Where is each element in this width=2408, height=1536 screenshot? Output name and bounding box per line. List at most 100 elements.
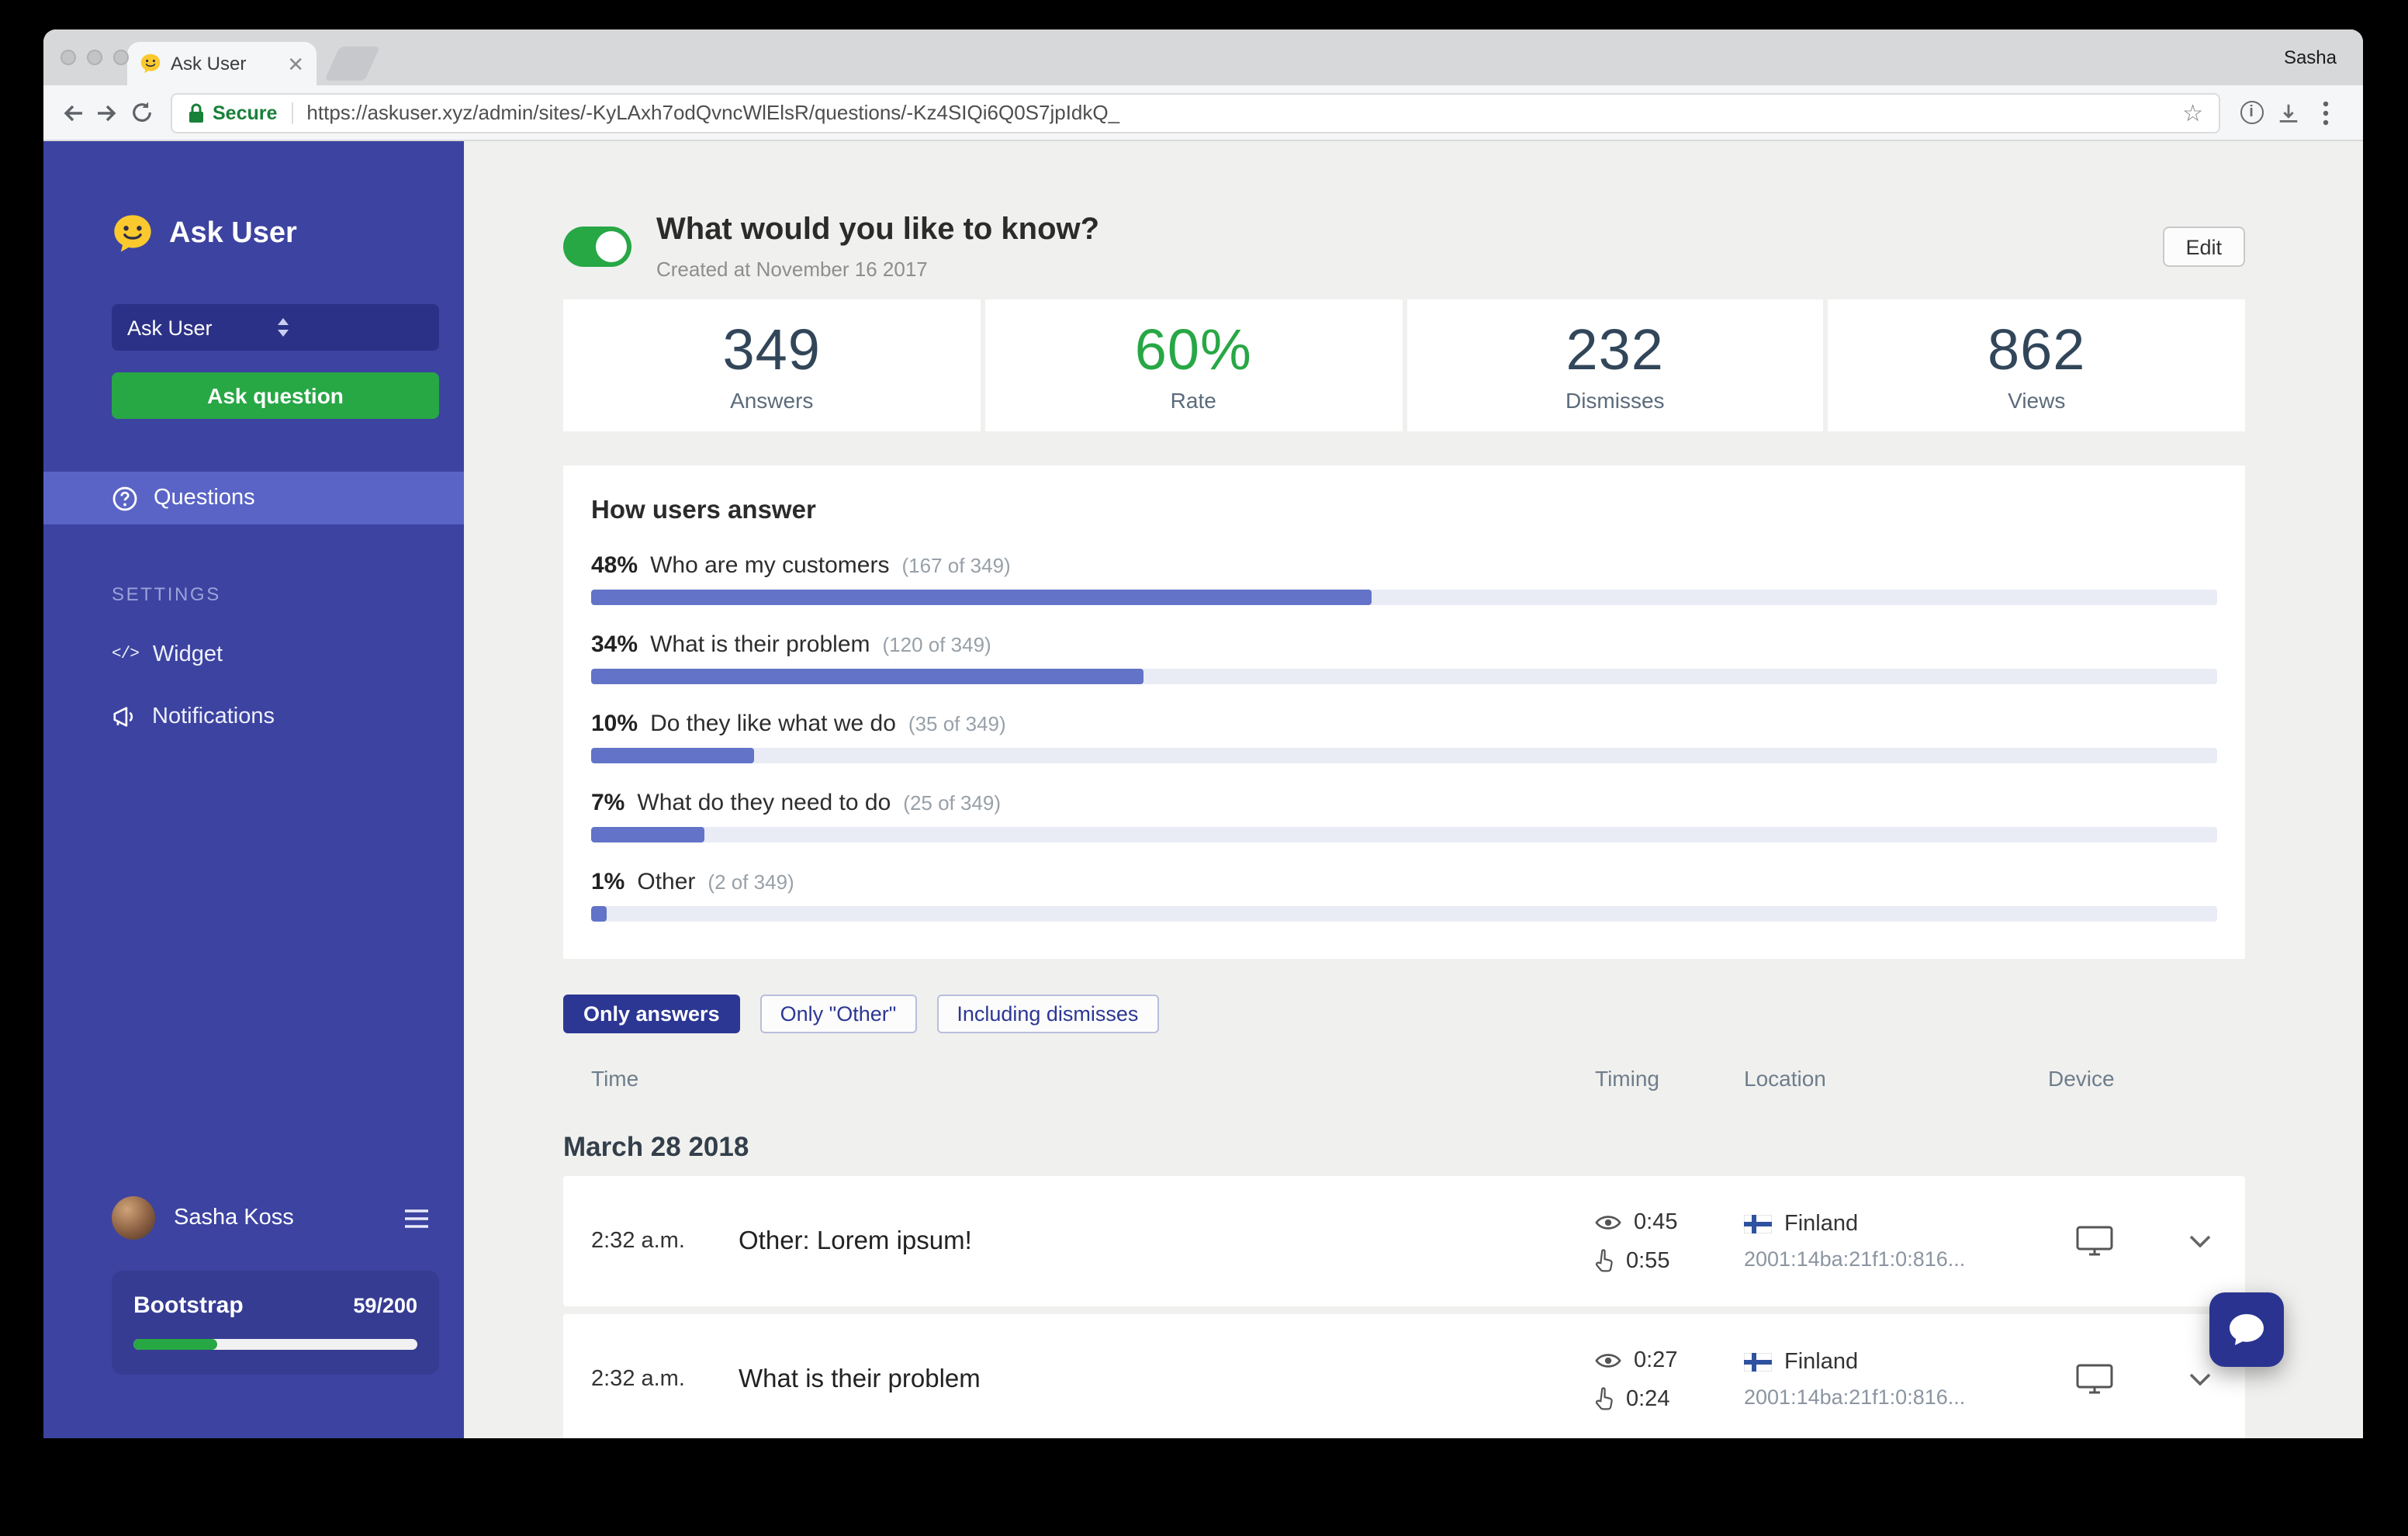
bar-fill [591, 748, 754, 763]
browser-menu-kebab-icon[interactable] [2307, 94, 2344, 131]
stats-row: 349 Answers 60% Rate 232 Dismisses 862 V… [563, 299, 2245, 431]
bar-answer-label: Do they like what we do [650, 711, 896, 737]
code-brackets-icon: </> [112, 645, 140, 664]
bar-percent: 7% [591, 790, 625, 816]
eye-icon [1595, 1351, 1621, 1369]
browser-tab[interactable]: Ask User ✕ [127, 42, 317, 85]
bar-percent: 10% [591, 711, 638, 737]
bookmark-star-icon[interactable]: ☆ [2182, 100, 2203, 126]
chevron-down-icon[interactable] [2189, 1373, 2211, 1386]
finland-flag-icon [1744, 1215, 1772, 1233]
browser-profile-name[interactable]: Sasha [2283, 47, 2337, 68]
bar-fill [591, 669, 1144, 684]
forward-button[interactable] [90, 94, 124, 131]
bar-percent: 34% [591, 631, 638, 658]
pointer-hand-icon [1595, 1387, 1614, 1410]
omnibox-divider [291, 102, 293, 123]
stat-label: Views [2008, 388, 2066, 413]
stat-dismisses: 232 Dismisses [1406, 299, 1824, 431]
stat-views: 862 Views [1828, 299, 2245, 431]
answer-text: Other: Lorem ipsum! [739, 1226, 972, 1254]
select-updown-icon [275, 317, 424, 338]
date-group-heading: March 28 2018 [563, 1131, 749, 1162]
chevron-down-icon[interactable] [2189, 1235, 2211, 1247]
stat-label: Dismisses [1565, 388, 1665, 413]
app-logo: Ask User [112, 213, 464, 254]
bar-count: (2 of 349) [708, 870, 794, 894]
browser-tab-strip: Ask User ✕ Sasha [43, 29, 2363, 85]
col-header-timing: Timing [1595, 1066, 1659, 1091]
filter-row: Only answers Only "Other" Including dism… [563, 995, 2245, 1033]
bar-answer-label: What do they need to do [637, 790, 891, 816]
chat-bubble-icon [2228, 1313, 2265, 1347]
answer-row[interactable]: 2:32 a.m. Other: Lorem ipsum! 0:45 0:55 [563, 1176, 2245, 1306]
country-name: Finland [1784, 1212, 1859, 1237]
col-header-location: Location [1744, 1066, 1826, 1091]
bar-track [591, 590, 2217, 605]
chat-widget-button[interactable] [2209, 1292, 2284, 1367]
reload-button[interactable] [124, 94, 158, 131]
user-name: Sasha Koss [174, 1206, 294, 1230]
click-duration: 0:55 [1626, 1248, 1670, 1273]
sidebar-item-notifications[interactable]: Notifications [112, 704, 464, 729]
site-selector-dropdown[interactable]: Ask User [112, 304, 439, 351]
close-window-button[interactable] [61, 50, 76, 65]
click-duration: 0:24 [1626, 1386, 1670, 1411]
main-content: What would you like to know? Created at … [464, 141, 2363, 1438]
answer-time: 2:32 a.m. [591, 1367, 685, 1392]
settings-section-heading: SETTINGS [112, 583, 221, 605]
browser-window: Ask User ✕ Sasha Secure ht [43, 29, 2363, 1438]
bar-fill [591, 827, 705, 842]
ask-question-button[interactable]: Ask question [112, 372, 439, 419]
chart-title: How users answer [591, 496, 816, 524]
chart-bar-row: 7% What do they need to do (25 of 349) [591, 790, 2217, 842]
download-icon[interactable] [2270, 94, 2307, 131]
answer-row[interactable]: 2:32 a.m. What is their problem 0:27 0:2… [563, 1314, 2245, 1438]
col-header-time: Time [591, 1066, 639, 1091]
filter-only-answers-button[interactable]: Only answers [563, 995, 740, 1033]
tab-title: Ask User [171, 53, 247, 74]
filter-including-dismisses-button[interactable]: Including dismisses [936, 995, 1159, 1033]
sidebar-item-label: Widget [152, 642, 223, 667]
bar-fill [591, 906, 607, 922]
view-duration: 0:27 [1634, 1347, 1678, 1372]
secure-lock-icon [188, 102, 205, 123]
sidebar-item-widget[interactable]: </> Widget [112, 642, 464, 667]
window-controls [61, 50, 129, 65]
finland-flag-icon [1744, 1353, 1772, 1372]
filter-only-other-button[interactable]: Only "Other" [759, 995, 917, 1033]
country-name: Finland [1784, 1350, 1859, 1375]
bar-answer-label: Who are my customers [650, 552, 890, 579]
tab-favicon-smiley-icon [140, 53, 161, 74]
plan-progress-bar [133, 1339, 417, 1350]
question-enabled-toggle[interactable] [563, 227, 631, 267]
url-text: https://askuser.xyz/admin/sites/-KyLAxh7… [306, 101, 1120, 124]
tab-close-icon[interactable]: ✕ [287, 52, 304, 75]
chart-bar-row: 34% What is their problem (120 of 349) [591, 631, 2217, 684]
sidebar-item-label: Questions [154, 486, 255, 510]
sidebar-item-questions[interactable]: Questions [43, 472, 464, 524]
new-tab-button[interactable] [324, 47, 380, 81]
address-bar[interactable]: Secure https://askuser.xyz/admin/sites/-… [171, 92, 2220, 133]
pointer-hand-icon [1595, 1249, 1614, 1272]
ip-address: 2001:14ba:21f1:0:816... [1744, 1247, 1966, 1271]
browser-toolbar: Secure https://askuser.xyz/admin/sites/-… [43, 85, 2363, 141]
stat-value: 862 [1988, 318, 2086, 382]
bar-count: (167 of 349) [901, 554, 1011, 577]
stat-label: Answers [730, 388, 814, 413]
back-button[interactable] [56, 94, 90, 131]
hamburger-menu-icon[interactable] [403, 1208, 430, 1228]
stat-label: Rate [1170, 388, 1216, 413]
bar-track [591, 748, 2217, 763]
info-icon[interactable]: i [2233, 94, 2270, 131]
smiley-chat-logo-icon [112, 213, 154, 254]
bar-count: (35 of 349) [908, 712, 1006, 735]
bar-fill [591, 590, 1372, 605]
question-header: What would you like to know? Created at … [563, 213, 2245, 281]
bar-answer-label: What is their problem [650, 631, 870, 658]
minimize-window-button[interactable] [87, 50, 102, 65]
edit-button[interactable]: Edit [2162, 227, 2245, 267]
bar-percent: 48% [591, 552, 638, 579]
eye-icon [1595, 1213, 1621, 1231]
zoom-window-button[interactable] [113, 50, 129, 65]
